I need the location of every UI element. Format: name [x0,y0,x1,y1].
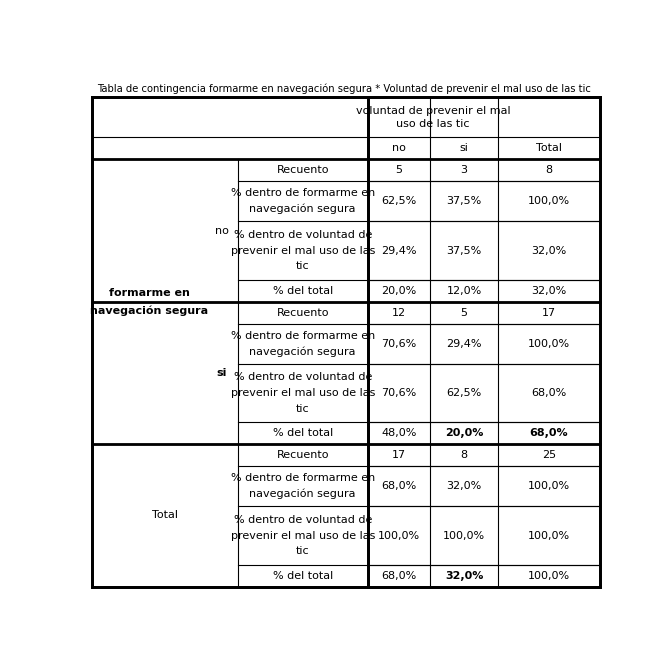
Text: 32,0%: 32,0% [531,246,566,256]
Text: % dentro de voluntad de: % dentro de voluntad de [234,515,372,525]
Text: % dentro de formarme en: % dentro de formarme en [230,473,375,483]
Text: 25: 25 [542,450,556,460]
Text: 68,0%: 68,0% [530,428,568,438]
Text: 12,0%: 12,0% [447,286,482,296]
Text: navegación segura: navegación segura [249,489,356,499]
Bar [92,302,599,444]
Text: % dentro de voluntad de: % dentro de voluntad de [234,230,372,240]
Text: 32,0%: 32,0% [531,286,566,296]
Text: prevenir el mal uso de las: prevenir el mal uso de las [230,246,375,256]
Text: % dentro de formarme en: % dentro de formarme en [230,331,375,341]
Text: 8: 8 [460,450,468,460]
Text: 37,5%: 37,5% [447,196,482,207]
Text: 100,0%: 100,0% [528,571,570,581]
Text: navegación segura: navegación segura [249,346,356,357]
Text: % del total: % del total [273,571,333,581]
Text: 8: 8 [545,166,552,175]
Text: 62,5%: 62,5% [382,196,417,207]
Text: Tabla de contingencia formarme en navegación segura * Voluntad de prevenir el ma: Tabla de contingencia formarme en navega… [97,83,591,93]
Text: formarme en: formarme en [109,287,190,297]
Text: prevenir el mal uso de las: prevenir el mal uso de las [230,530,375,540]
Text: si: si [460,144,468,154]
Text: 20,0%: 20,0% [382,286,417,296]
Text: no: no [215,226,229,236]
Text: % del total: % del total [273,428,333,438]
Text: tic: tic [296,404,310,414]
Text: 32,0%: 32,0% [445,571,483,581]
Text: tic: tic [296,261,310,271]
Text: prevenir el mal uso de las: prevenir el mal uso de las [230,388,375,398]
Text: 3: 3 [461,166,468,175]
Text: % dentro de voluntad de: % dentro de voluntad de [234,373,372,383]
Text: voluntad de prevenir el mal: voluntad de prevenir el mal [355,106,510,116]
Text: 100,0%: 100,0% [528,339,570,349]
Text: 17: 17 [542,308,556,318]
Text: uso de las tic: uso de las tic [396,119,470,129]
Text: 29,4%: 29,4% [446,339,482,349]
Text: % dentro de formarme en: % dentro de formarme en [230,189,375,199]
Text: 62,5%: 62,5% [447,388,482,398]
Text: 12: 12 [392,308,406,318]
Bar [92,160,599,302]
Text: no: no [392,144,406,154]
Text: Recuento: Recuento [276,166,329,175]
Text: 32,0%: 32,0% [447,481,482,491]
Text: 100,0%: 100,0% [528,530,570,540]
Text: 70,6%: 70,6% [382,339,417,349]
Text: navegación segura: navegación segura [90,306,208,316]
Text: 17: 17 [392,450,406,460]
Text: si: si [217,368,227,378]
Text: 20,0%: 20,0% [445,428,483,438]
Text: 70,6%: 70,6% [382,388,417,398]
Text: 100,0%: 100,0% [378,530,420,540]
Text: 48,0%: 48,0% [382,428,417,438]
Text: 29,4%: 29,4% [381,246,417,256]
Text: 100,0%: 100,0% [528,481,570,491]
Text: 68,0%: 68,0% [531,388,566,398]
Text: tic: tic [296,546,310,556]
Text: 68,0%: 68,0% [382,481,417,491]
Text: Recuento: Recuento [276,308,329,318]
Text: Total: Total [152,510,177,520]
Text: 5: 5 [396,166,403,175]
Text: 5: 5 [461,308,468,318]
Bar [92,444,599,587]
Text: navegación segura: navegación segura [249,204,356,214]
Text: % del total: % del total [273,286,333,296]
Text: Total: Total [536,144,562,154]
Text: 100,0%: 100,0% [443,530,485,540]
Text: 100,0%: 100,0% [528,196,570,207]
Text: 68,0%: 68,0% [382,571,417,581]
Text: 37,5%: 37,5% [447,246,482,256]
Text: Recuento: Recuento [276,450,329,460]
